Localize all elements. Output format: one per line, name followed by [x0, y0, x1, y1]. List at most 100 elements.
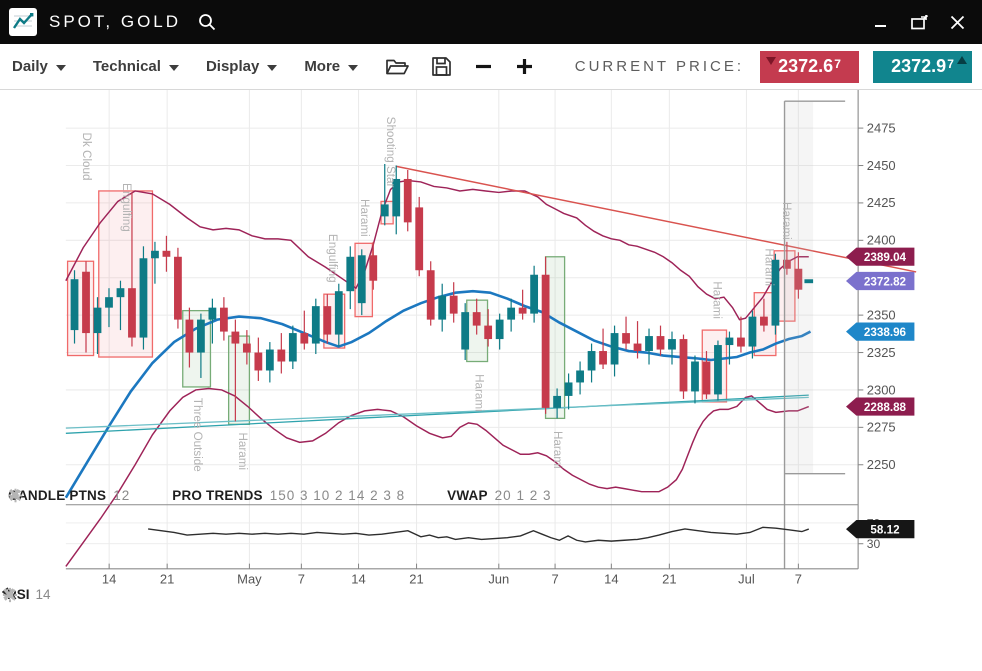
price-tag	[846, 322, 915, 341]
price-tick-label: 2475	[867, 120, 896, 135]
bid-price-pip: 7	[834, 56, 841, 71]
price-tick-label: 2450	[867, 158, 896, 173]
date-tick-label: 7	[298, 572, 305, 587]
minimize-button[interactable]	[868, 9, 894, 35]
candle-up	[691, 361, 699, 392]
ask-price-pip: 7	[947, 56, 954, 71]
candle-up	[587, 351, 596, 371]
candle-up	[610, 333, 619, 365]
save-icon[interactable]	[431, 56, 452, 77]
candle-down	[794, 268, 803, 290]
pattern-label: Dk Cloud	[80, 133, 93, 181]
pattern-label: Engulfing	[326, 234, 339, 283]
candle-down	[403, 178, 412, 223]
candle-down	[174, 256, 182, 320]
candle-down	[323, 306, 332, 335]
chart-area: Dk Cloud Engulfing Three Outside Harami Engu…	[0, 90, 982, 671]
candle-up	[725, 337, 734, 346]
toolbar: Daily Technical Display More	[0, 44, 982, 90]
candle-down	[633, 343, 642, 352]
candle-up	[748, 316, 757, 347]
legend-vwap: VWAP 20 1 2 3	[8, 488, 569, 503]
pattern-label: Harami	[236, 432, 249, 470]
selection-region[interactable]	[784, 101, 814, 474]
price-tick-label: 2325	[867, 345, 896, 360]
rsi-line	[148, 526, 810, 543]
candle-down	[82, 271, 90, 334]
legend-candle-ptns-params: 12	[113, 488, 131, 503]
current-price-label: CURRENT PRICE:	[574, 58, 744, 75]
candle-down	[426, 270, 435, 320]
candle-up	[668, 339, 676, 350]
candle-down	[599, 351, 607, 365]
candle-up	[530, 274, 539, 314]
pattern-label: Engulfing	[120, 183, 133, 232]
candle-down	[656, 336, 665, 350]
popout-button[interactable]	[906, 9, 932, 35]
pattern-label: Three Outside	[191, 398, 204, 472]
date-tick-label: 14	[102, 572, 116, 587]
candle-up	[576, 370, 584, 383]
menu-daily[interactable]: Daily	[12, 58, 66, 75]
menu-more[interactable]: More	[304, 58, 359, 75]
menu-display[interactable]: Display	[206, 58, 278, 75]
date-tick-label: 21	[662, 572, 676, 587]
price-tag-text: 2338.96	[864, 326, 907, 339]
candle-up	[93, 307, 102, 334]
price-tag-text: 2288.88	[864, 401, 907, 414]
candle-up	[208, 307, 217, 320]
candle-up	[645, 336, 653, 352]
rsi-value-tag	[846, 520, 915, 539]
candle-down	[449, 295, 458, 314]
bid-price-badge[interactable]: 2372.6 7	[760, 50, 859, 83]
date-tick-label: Jun	[488, 572, 509, 587]
pattern-label: Harami	[358, 199, 371, 237]
price-tag	[846, 247, 915, 266]
candle-up	[771, 259, 780, 326]
pattern-label: Harami	[780, 202, 793, 240]
vwap-line	[65, 396, 809, 429]
app-logo-icon	[9, 8, 37, 36]
candle-down	[128, 288, 136, 338]
rsi-tick-label: 30	[867, 537, 881, 551]
indicator-legend-row: CANDLE PTNS 12 PRO TRENDS 150 3 10 2 14 …	[8, 488, 593, 503]
candle-down	[760, 316, 768, 326]
arrow-up-icon	[957, 55, 967, 64]
bollinger-lower-band	[65, 387, 810, 567]
price-tick-label: 2425	[867, 195, 896, 210]
candle-down	[541, 274, 550, 408]
candle-up	[311, 306, 320, 344]
chevron-down-icon	[348, 64, 359, 71]
candle-up	[564, 382, 573, 396]
legend-vwap-name: VWAP	[447, 488, 488, 503]
pattern-label: Harami	[711, 281, 724, 319]
price-tag-text: 2389.04	[864, 251, 907, 264]
candle-up	[334, 291, 343, 335]
candle-up	[380, 204, 389, 217]
ask-price-badge[interactable]: 2372.9 7	[873, 50, 972, 83]
candle-up	[70, 279, 79, 331]
close-button[interactable]	[944, 9, 970, 35]
candle-up	[116, 288, 125, 298]
menu-technical[interactable]: Technical	[93, 58, 179, 75]
candle-down	[254, 352, 263, 371]
zoom-out-icon[interactable]	[474, 57, 493, 76]
zoom-in-icon[interactable]	[515, 57, 534, 76]
ask-price-value: 2372.9	[891, 56, 947, 76]
date-tick-label: 21	[160, 572, 174, 587]
pattern-label: Shooting Star	[384, 117, 397, 188]
search-icon[interactable]	[197, 12, 217, 32]
candle-up	[288, 333, 297, 362]
chevron-down-icon	[168, 64, 179, 71]
date-tick-label: 14	[604, 572, 618, 587]
legend-vwap-params: 20 1 2 3	[494, 488, 552, 503]
price-tag	[846, 271, 915, 291]
open-folder-icon[interactable]	[385, 57, 410, 77]
candle-up	[265, 349, 274, 371]
arrow-down-icon	[766, 56, 776, 65]
legend-pro-trends: PRO TRENDS 150 3 10 2 14 2 3 8	[8, 488, 423, 503]
price-tick-label: 2300	[867, 382, 896, 397]
candle-up	[714, 345, 722, 395]
main-chart-svg[interactable]: Dk Cloud Engulfing Three Outside Harami Engu…	[0, 90, 982, 671]
